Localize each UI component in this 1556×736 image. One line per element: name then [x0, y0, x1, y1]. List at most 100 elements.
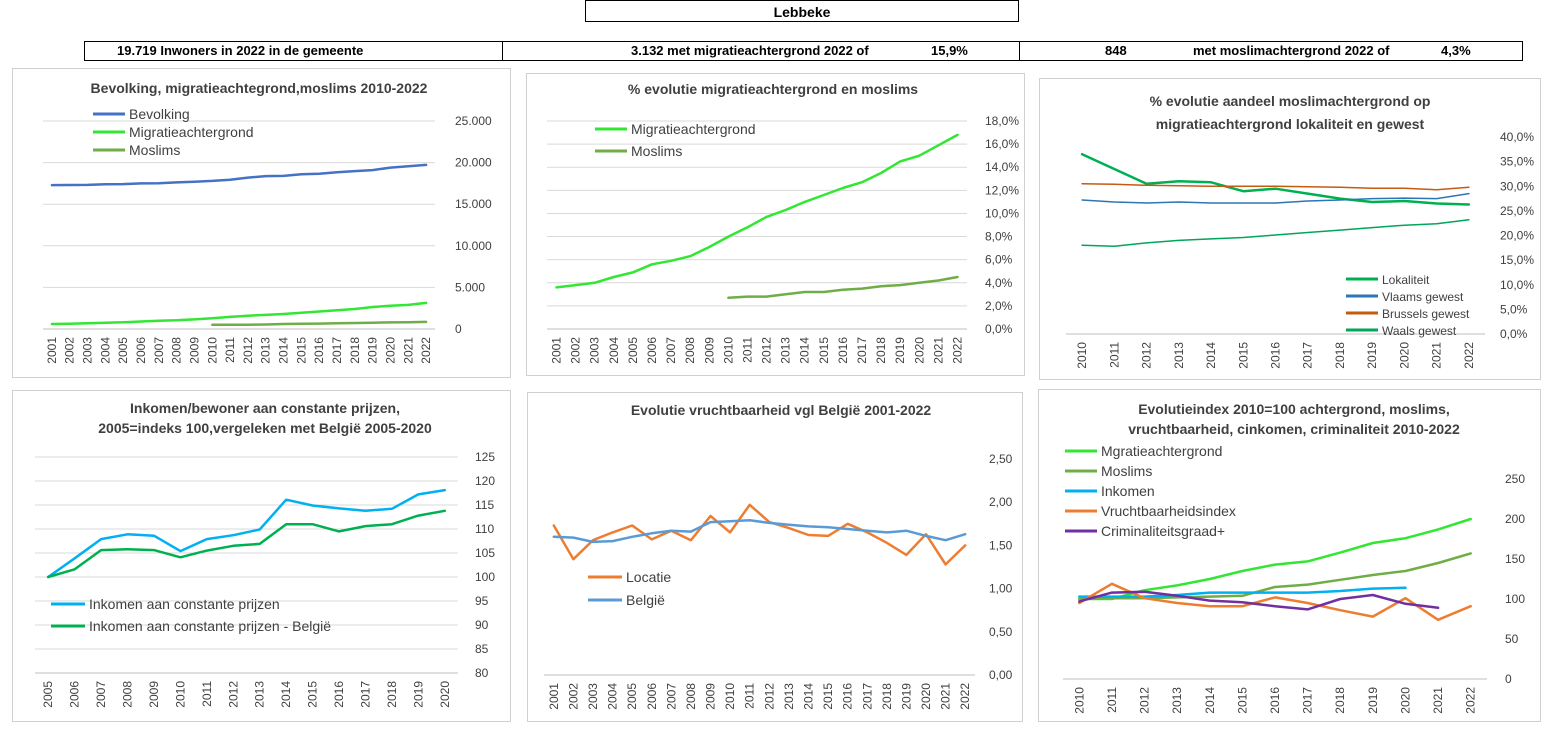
x-tick-label: 2017: [1301, 687, 1315, 714]
x-tick-label: 2020: [1398, 687, 1412, 714]
legend-label-criminaliteitsgraad: Criminaliteitsgraad+: [1101, 523, 1225, 539]
y-tick-label: 50: [1505, 632, 1519, 646]
series-line-mgratieachtergrond: [1078, 517, 1472, 601]
x-tick-label: 2004: [606, 683, 620, 710]
x-tick-label: 2005: [626, 337, 640, 364]
legend-label-vlaams-gewest: Vlaams gewest: [1382, 290, 1464, 304]
inwoners-text: 19.719 Inwoners in 2022 in de gemeente: [117, 43, 364, 58]
y-tick-label: 1,50: [989, 538, 1013, 552]
x-tick-label: 2022: [1462, 342, 1476, 369]
y-tick-label: 125: [475, 450, 495, 464]
x-tick-label: 2017: [1301, 342, 1315, 369]
y-tick-label: 30,0%: [1500, 179, 1534, 193]
y-tick-label: 40,0%: [1500, 130, 1534, 144]
y-tick-label: 120: [475, 474, 495, 488]
x-tick-label: 2016: [1268, 687, 1282, 714]
x-tick-label: 2017: [358, 681, 372, 708]
y-tick-label: 110: [475, 522, 494, 536]
chart-inkomen: Inkomen/bewoner aan constante prijzen, 20…: [35, 400, 495, 708]
legend-label-belgi: België: [626, 592, 665, 608]
y-tick-label: 100: [1505, 592, 1525, 606]
series-line-waals-gewest: [1081, 218, 1470, 248]
chart-panel-vruchtbaarheid: Evolutie vruchtbaarheid vgl België 2001-…: [527, 392, 1023, 722]
legend-label-waals-gewest: Waals gewest: [1382, 324, 1457, 338]
legend-label-inkomen: Inkomen: [1101, 483, 1155, 499]
x-tick-label: 2010: [721, 337, 735, 364]
x-tick-label: 2014: [798, 337, 812, 364]
chart-title: % evolutie aandeel moslimachtergrond op: [1150, 93, 1431, 109]
x-tick-label: 2021: [931, 337, 945, 364]
x-tick-label: 2008: [170, 337, 184, 364]
y-tick-label: 95: [475, 594, 489, 608]
x-tick-label: 2011: [743, 683, 757, 709]
series-line-criminaliteitsgraad: [1078, 590, 1440, 611]
y-tick-label: 15.000: [455, 197, 492, 211]
x-tick-label: 2002: [566, 683, 580, 710]
chart-title: Bevolking, migratieachtegrond,moslims 20…: [91, 80, 428, 96]
series-line-moslims: [211, 320, 428, 327]
x-tick-label: 2009: [704, 683, 718, 710]
x-tick-label: 2021: [1431, 687, 1445, 714]
x-tick-label: 2019: [1366, 687, 1380, 714]
y-tick-label: 2,00: [989, 495, 1013, 509]
legend-label-inkomen-aan-constante-prijzen: Inkomen aan constante prijzen: [89, 596, 280, 612]
x-tick-label: 2011: [200, 681, 214, 707]
y-tick-label: 20.000: [455, 156, 492, 170]
y-tick-label: 1,00: [989, 582, 1013, 596]
x-tick-label: 2014: [801, 683, 815, 710]
y-tick-label: 0: [1505, 672, 1512, 686]
chart-title: 2005=indeks 100,vergeleken met België 20…: [98, 420, 432, 436]
legend-label-bevolking: Bevolking: [129, 106, 190, 122]
moslim-pct: 4,3%: [1441, 43, 1471, 58]
y-tick-label: 14,0%: [985, 160, 1019, 174]
y-tick-label: 25,0%: [1500, 204, 1534, 218]
x-tick-label: 2015: [817, 337, 831, 364]
x-tick-label: 2020: [919, 683, 933, 710]
x-tick-label: 2011: [1105, 687, 1119, 713]
x-tick-label: 2020: [1397, 342, 1411, 369]
x-tick-label: 2018: [880, 683, 894, 710]
stats-row: 19.719 Inwoners in 2022 in de gemeente 3…: [84, 41, 1523, 61]
x-tick-label: 2006: [68, 681, 82, 708]
x-tick-label: 2016: [1269, 342, 1283, 369]
chart-title: migratieachtergrond lokaliteit en gewest: [1156, 116, 1425, 132]
x-tick-label: 2008: [683, 337, 697, 364]
x-tick-label: 2007: [664, 337, 678, 364]
x-tick-label: 2017: [855, 337, 869, 364]
x-tick-label: 2008: [684, 683, 698, 710]
x-tick-label: 2019: [1365, 342, 1379, 369]
x-tick-label: 2012: [226, 681, 240, 708]
x-tick-label: 2003: [588, 337, 602, 364]
x-tick-label: 2012: [760, 337, 774, 364]
x-tick-label: 2018: [874, 337, 888, 364]
chart-panel-aandeel-moslim: % evolutie aandeel moslimachtergrond op m…: [1039, 78, 1541, 380]
y-tick-label: 16,0%: [985, 137, 1019, 151]
x-tick-label: 2013: [782, 683, 796, 710]
series-line-lokaliteit: [1080, 152, 1471, 206]
y-tick-label: 0: [455, 322, 462, 336]
y-tick-label: 80: [475, 666, 489, 680]
series-line-brussels-gewest: [1081, 183, 1470, 191]
moslim-text: met moslimachtergrond 2022 of: [1193, 43, 1390, 58]
x-tick-label: 2015: [294, 337, 308, 364]
x-tick-label: 2014: [277, 337, 291, 364]
x-tick-label: 2022: [958, 683, 972, 710]
x-tick-label: 2009: [187, 337, 201, 364]
x-tick-label: 2022: [419, 337, 433, 364]
x-tick-label: 2019: [411, 681, 425, 708]
legend-label-inkomen-aan-constante-prijzen-belgi: Inkomen aan constante prijzen - België: [89, 618, 331, 634]
x-tick-label: 2005: [116, 337, 130, 364]
y-tick-label: 35,0%: [1500, 155, 1534, 169]
x-tick-label: 2007: [94, 681, 108, 708]
x-tick-label: 2010: [1072, 687, 1086, 714]
x-tick-label: 2004: [607, 337, 621, 364]
chart-aandeel-moslim: % evolutie aandeel moslimachtergrond op m…: [1066, 93, 1534, 369]
x-tick-label: 2016: [841, 683, 855, 710]
x-tick-label: 2013: [253, 681, 267, 708]
y-tick-label: 0,00: [989, 668, 1013, 682]
x-tick-label: 2022: [950, 337, 964, 364]
legend-label-moslims: Moslims: [129, 142, 180, 158]
chart-bevolking: Bevolking, migratieachtegrond,moslims 20…: [43, 80, 492, 364]
x-tick-label: 2021: [939, 683, 953, 710]
chart-evolutie-migratie: % evolutie migratieachtergrond en moslim…: [547, 81, 1019, 364]
